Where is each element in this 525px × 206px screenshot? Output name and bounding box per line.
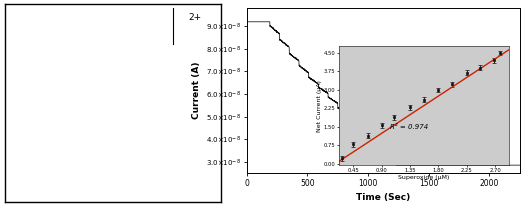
X-axis label: Time (Sec): Time (Sec) — [356, 193, 411, 202]
Text: 2+: 2+ — [188, 13, 201, 22]
Text: R² = 0.974: R² = 0.974 — [390, 124, 428, 130]
Y-axis label: Net Current (μA): Net Current (μA) — [317, 80, 322, 131]
X-axis label: Superoxide (μM): Superoxide (μM) — [398, 175, 449, 180]
Y-axis label: Current (A): Current (A) — [192, 62, 201, 119]
